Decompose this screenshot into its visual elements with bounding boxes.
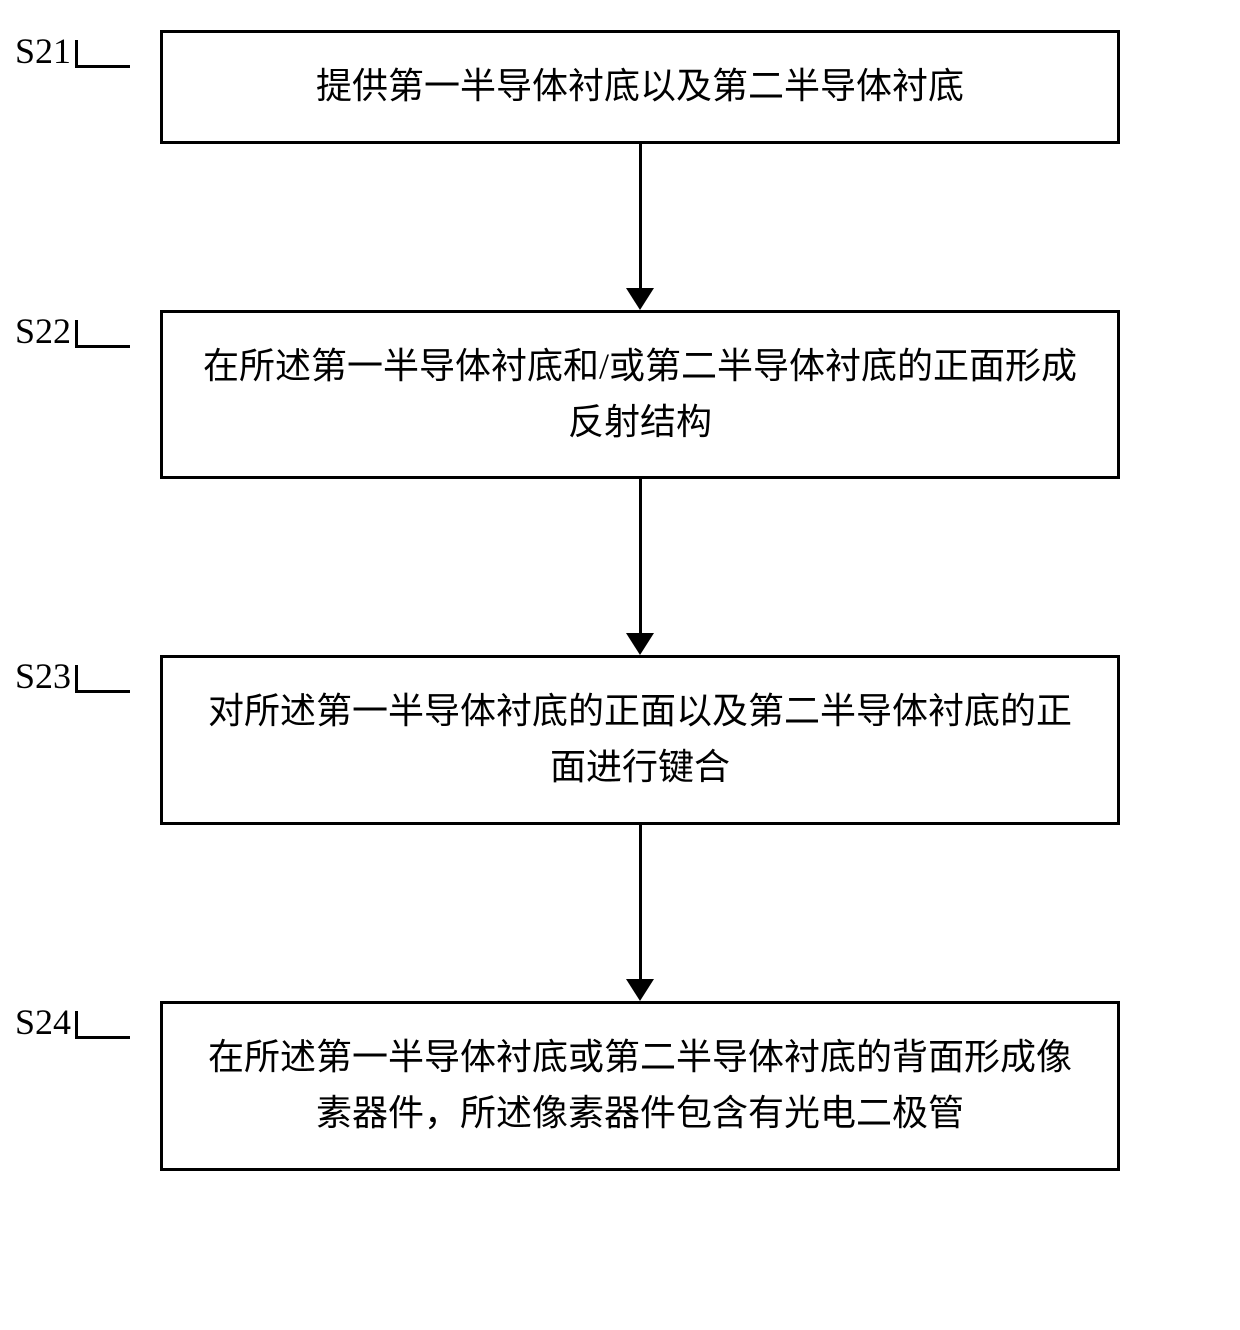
- step-id-text: S22: [15, 310, 71, 352]
- step-box: 在所述第一半导体衬底和/或第二半导体衬底的正面形成反射结构: [160, 310, 1120, 480]
- flow-arrow: [626, 825, 654, 1001]
- step-text: 在所述第一半导体衬底和/或第二半导体衬底的正面形成反射结构: [203, 346, 1077, 442]
- label-connector-line: [75, 1011, 130, 1039]
- arrow-head-icon: [626, 979, 654, 1001]
- step-text: 提供第一半导体衬底以及第二半导体衬底: [316, 66, 964, 106]
- step-box: 提供第一半导体衬底以及第二半导体衬底: [160, 30, 1120, 144]
- arrow-line: [639, 479, 642, 634]
- flow-arrow: [626, 479, 654, 655]
- step-id-text: S24: [15, 1001, 71, 1043]
- step-text: 在所述第一半导体衬底或第二半导体衬底的背面形成像素器件，所述像素器件包含有光电二…: [208, 1037, 1072, 1133]
- flow-step: S21 提供第一半导体衬底以及第二半导体衬底: [160, 30, 1120, 310]
- flow-step: S22 在所述第一半导体衬底和/或第二半导体衬底的正面形成反射结构: [160, 310, 1120, 656]
- step-box: 对所述第一半导体衬底的正面以及第二半导体衬底的正面进行键合: [160, 655, 1120, 825]
- flowchart-container: S21 提供第一半导体衬底以及第二半导体衬底 S22 在所述第一半导体衬底和/或…: [160, 30, 1120, 1171]
- flow-arrow: [626, 144, 654, 310]
- arrow-line: [639, 825, 642, 980]
- label-connector-line: [75, 40, 130, 68]
- arrow-line: [639, 144, 642, 289]
- arrow-head-icon: [626, 633, 654, 655]
- arrow-head-icon: [626, 288, 654, 310]
- step-id-text: S23: [15, 655, 71, 697]
- step-label: S21: [15, 30, 130, 72]
- step-label: S22: [15, 310, 130, 352]
- step-label: S24: [15, 1001, 130, 1043]
- label-connector-line: [75, 665, 130, 693]
- label-connector-line: [75, 320, 130, 348]
- flow-step: S24 在所述第一半导体衬底或第二半导体衬底的背面形成像素器件，所述像素器件包含…: [160, 1001, 1120, 1171]
- step-id-text: S21: [15, 30, 71, 72]
- step-text: 对所述第一半导体衬底的正面以及第二半导体衬底的正面进行键合: [208, 691, 1072, 787]
- flow-step: S23 对所述第一半导体衬底的正面以及第二半导体衬底的正面进行键合: [160, 655, 1120, 1001]
- step-box: 在所述第一半导体衬底或第二半导体衬底的背面形成像素器件，所述像素器件包含有光电二…: [160, 1001, 1120, 1171]
- step-label: S23: [15, 655, 130, 697]
